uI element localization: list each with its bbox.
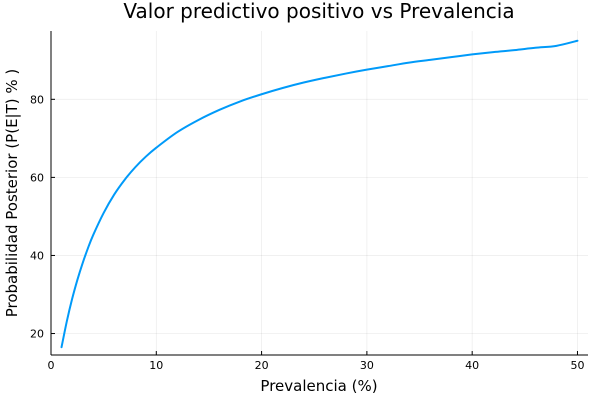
y-axis-label: Probabilidad Posterior (P(E|T) % ) <box>3 69 21 318</box>
grid <box>50 31 588 355</box>
x-tick-label: 50 <box>570 359 584 372</box>
axes <box>50 31 588 356</box>
x-axis-label: Prevalencia (%) <box>260 377 377 395</box>
x-tick-label: 20 <box>255 359 269 372</box>
x-tick-label: 0 <box>48 359 55 372</box>
ticks: 0 10 20 30 40 50 20 40 60 80 <box>30 93 584 372</box>
y-tick-label: 40 <box>30 249 44 262</box>
y-tick-label: 20 <box>30 328 44 341</box>
y-tick-label: 80 <box>30 93 44 106</box>
chart-title: Valor predictivo positivo vs Prevalencia <box>123 0 514 23</box>
x-tick-label: 40 <box>465 359 479 372</box>
series-layer <box>60 39 579 349</box>
series-line-1 <box>60 39 579 349</box>
y-tick-label: 60 <box>30 171 44 184</box>
x-tick-label: 30 <box>360 359 374 372</box>
x-tick-label: 10 <box>149 359 163 372</box>
